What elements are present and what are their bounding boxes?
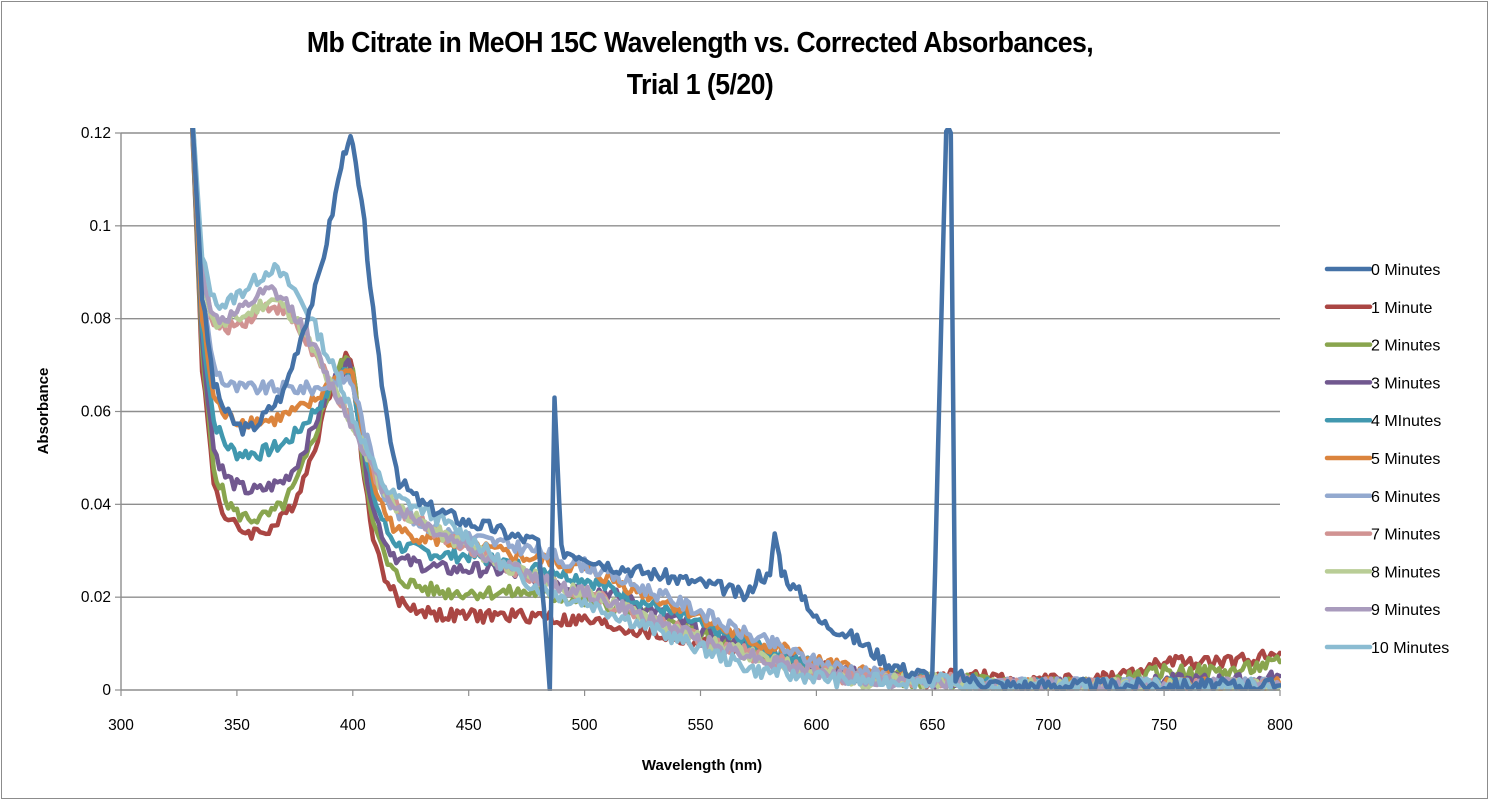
legend-label: 3 Minutes [1371, 375, 1440, 392]
y-tick-label: 0.12 [81, 125, 111, 142]
legend-label: 7 Minutes [1371, 527, 1440, 544]
y-tick-label: 0.04 [81, 496, 112, 513]
series-line [190, 128, 1281, 691]
x-tick-label: 600 [803, 717, 829, 734]
legend-item: 7 Minutes [1324, 527, 1440, 544]
x-tick-label: 800 [1267, 717, 1293, 734]
y-axis-title: Absorbance [35, 368, 52, 455]
legend: 0 Minutes 1 Minute 2 Minutes 3 Minutes 4 MIn… [1324, 262, 1449, 657]
x-tick-label: 400 [340, 717, 366, 734]
legend-item: 5 Minutes [1324, 451, 1440, 468]
y-tick-label: 0 [102, 682, 111, 699]
x-tick-label: 550 [688, 717, 714, 734]
legend-item: 2 Minutes [1324, 338, 1440, 355]
legend-label: 5 Minutes [1371, 451, 1440, 468]
x-axis-ticks: 300 350 400 450 500 550 600 650 700 750 800 [108, 690, 1293, 734]
y-tick-label: 0.02 [81, 589, 111, 606]
legend-item: 9 Minutes [1324, 602, 1440, 619]
y-tick-label: 0.08 [81, 311, 111, 328]
legend-label: 1 Minute [1371, 300, 1432, 317]
legend-label: 4 MInutes [1371, 413, 1441, 430]
series-line [190, 128, 1281, 691]
y-tick-label: 0.1 [89, 218, 111, 235]
legend-item: 4 MInutes [1324, 413, 1441, 430]
y-tick-label: 0.06 [81, 404, 111, 421]
legend-item: 10 Minutes [1324, 640, 1449, 657]
x-tick-label: 350 [224, 717, 250, 734]
x-tick-label: 650 [919, 717, 945, 734]
legend-label: 10 Minutes [1371, 640, 1449, 657]
legend-item: 0 Minutes [1324, 262, 1440, 279]
x-tick-label: 500 [572, 717, 598, 734]
legend-label: 9 Minutes [1371, 602, 1440, 619]
legend-label: 8 Minutes [1371, 564, 1440, 581]
x-tick-label: 450 [456, 717, 482, 734]
legend-item: 1 Minute [1324, 300, 1432, 317]
x-tick-label: 300 [108, 717, 134, 734]
chart-title-line-1: Mb Citrate in MeOH 15C Wavelength vs. Co… [306, 27, 1094, 59]
x-tick-label: 700 [1035, 717, 1061, 734]
legend-label: 6 Minutes [1371, 489, 1440, 506]
legend-label: 2 Minutes [1371, 338, 1440, 355]
x-axis-title: Wavelength (nm) [642, 757, 762, 774]
legend-item: 8 Minutes [1324, 564, 1440, 581]
legend-item: 3 Minutes [1324, 375, 1440, 392]
series-layer [189, 128, 1281, 691]
y-axis-ticks: 0 0.02 0.04 0.06 0.08 0.1 0.12 [81, 125, 121, 699]
legend-item: 6 Minutes [1324, 489, 1440, 506]
chart-title-line-2: Trial 1 (5/20) [626, 69, 774, 101]
chart-title: Mb Citrate in MeOH 15C Wavelength vs. Co… [194, 22, 1206, 106]
x-tick-label: 750 [1151, 717, 1177, 734]
legend-label: 0 Minutes [1371, 262, 1440, 279]
